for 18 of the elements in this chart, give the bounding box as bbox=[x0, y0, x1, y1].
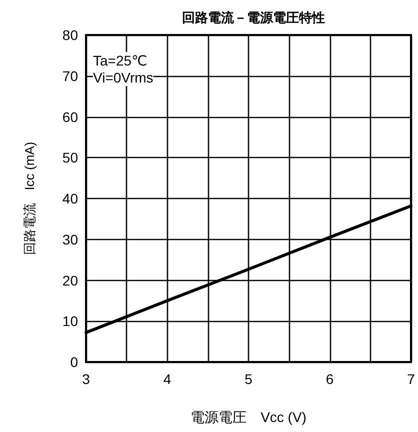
y-tick-label: 50 bbox=[62, 150, 78, 166]
x-tick-label: 4 bbox=[163, 371, 172, 387]
y-tick-label: 0 bbox=[70, 354, 78, 370]
annotation: Ta=25℃ Vi=0Vrms bbox=[93, 52, 154, 86]
x-tick-label: 3 bbox=[82, 371, 90, 387]
y-tick-label: 10 bbox=[62, 313, 78, 330]
y-tick-label: 20 bbox=[62, 272, 78, 288]
x-axis-title: 電源電圧 Vcc (V) bbox=[190, 409, 306, 425]
y-tick-label: 40 bbox=[62, 190, 78, 206]
x-tick-label: 5 bbox=[244, 371, 253, 387]
y-tick-label: 70 bbox=[62, 68, 78, 84]
chart-title: 回路電流－電源電圧特性 bbox=[182, 10, 325, 25]
x-tick-label: 7 bbox=[407, 371, 416, 387]
x-tick-label: 6 bbox=[326, 371, 334, 387]
y-axis-title: 回路電流 Icc (mA) bbox=[22, 142, 37, 256]
y-tick-label: 80 bbox=[62, 27, 78, 43]
y-tick-label: 30 bbox=[62, 231, 78, 248]
y-tick-label: 60 bbox=[62, 108, 78, 125]
